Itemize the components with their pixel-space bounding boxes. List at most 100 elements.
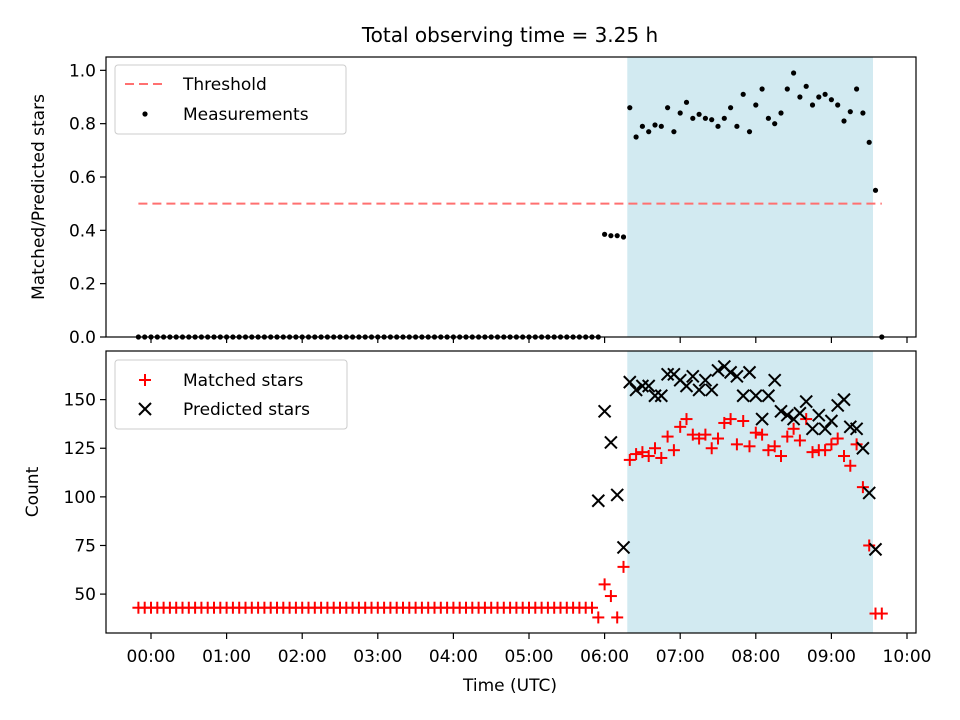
measurement-point <box>847 109 853 115</box>
measurement-point <box>746 129 753 135</box>
predicted-marker-b <box>654 389 669 403</box>
matched-star-point <box>712 432 724 445</box>
predicted-star-point <box>742 365 757 380</box>
predicted-marker-b <box>597 404 612 418</box>
measurement-point <box>602 231 608 237</box>
matched-star-point <box>743 440 756 453</box>
ratio-panel: 0.0 0.2 0.4 0.6 0.8 1.0 Matched/Predicted sta… <box>29 56 917 348</box>
matched-star-point <box>661 430 674 443</box>
matched-star-point <box>718 416 731 429</box>
matched-star-point <box>598 578 611 591</box>
predicted-star-point <box>856 441 870 455</box>
ratio-panel-frame <box>105 56 917 338</box>
y-tick-label: 0.0 <box>69 328 96 348</box>
predicted-marker-b <box>843 420 858 434</box>
measurement-point <box>620 234 627 240</box>
measurement-point <box>816 94 822 100</box>
matched-star-point <box>586 601 598 614</box>
matched-star-point <box>756 428 769 441</box>
legend-predicted-label: Predicted stars <box>183 400 310 420</box>
predicted-marker-b <box>641 379 656 393</box>
measurement-point <box>728 105 734 111</box>
measurement-point <box>854 86 860 92</box>
predicted-marker-b <box>667 367 681 382</box>
count-panel-frame <box>105 350 917 634</box>
matched-star-point <box>611 611 624 624</box>
predicted-star-point <box>868 542 883 557</box>
predicted-star-point <box>805 422 820 436</box>
predicted-star-point <box>686 369 700 383</box>
measurement-point <box>696 111 702 117</box>
matched-star-point <box>604 590 617 603</box>
matched-star-point <box>793 434 806 447</box>
x-tick-label: 00:00 <box>127 647 176 667</box>
measurement-point <box>671 129 677 135</box>
predicted-marker-b <box>635 379 650 393</box>
measurement-point <box>828 97 835 103</box>
matched-star-point <box>655 451 668 464</box>
predicted-star-point <box>761 389 776 403</box>
legend-predicted-swatch <box>138 402 152 416</box>
ratio-y-axis: 0.0 0.2 0.4 0.6 0.8 1.0 <box>69 61 106 348</box>
matched-star-point <box>875 607 888 620</box>
ratio-x-ticks <box>150 337 908 343</box>
matched-star-point <box>680 413 693 426</box>
predicted-star-point <box>755 412 769 426</box>
legend-measurements-label: Measurements <box>183 105 309 125</box>
measurement-point <box>835 102 841 108</box>
predicted-marker-b <box>704 383 719 397</box>
predicted-marker-b <box>679 379 694 393</box>
legend-box <box>114 64 347 135</box>
matched-star-point <box>699 428 712 441</box>
y-tick-label: 150 <box>64 391 96 411</box>
predicted-marker-b <box>604 435 618 450</box>
predicted-star-point <box>849 422 864 436</box>
ratio-legend: Threshold Measurements <box>114 64 347 135</box>
predicted-star-point <box>604 435 618 450</box>
x-tick-label: 02:00 <box>278 647 327 667</box>
measurement-point <box>740 91 746 97</box>
y-tick-label: 50 <box>74 585 96 605</box>
predicted-marker-b <box>610 488 624 502</box>
predicted-marker-b <box>686 369 700 383</box>
predicted-marker-b <box>749 389 763 403</box>
predicted-marker-b <box>818 422 832 436</box>
measurement-point <box>715 123 721 129</box>
predicted-marker-b <box>793 406 807 420</box>
x-tick-label: 10:00 <box>883 647 932 667</box>
matched-star-point <box>768 440 781 453</box>
measurement-point <box>759 86 765 92</box>
x-tick-label: 04:00 <box>429 647 478 667</box>
predicted-marker-b <box>623 375 637 389</box>
x-tick-label: 08:00 <box>731 647 780 667</box>
matched-star-point <box>863 539 876 552</box>
matched-star-point <box>800 413 813 426</box>
predicted-star-point <box>799 394 813 409</box>
measurement-point <box>690 115 696 121</box>
measurement-point <box>822 91 828 97</box>
measurement-point <box>721 115 727 121</box>
matched-star-point <box>831 432 844 445</box>
predicted-star-point <box>698 373 713 387</box>
matched-star-point <box>850 438 863 451</box>
matched-star-point <box>674 420 687 433</box>
predicted-star-point <box>679 379 694 393</box>
measurement-point <box>658 123 664 129</box>
predicted-star-point <box>610 488 624 502</box>
x-tick-label: 05:00 <box>505 647 554 667</box>
count-legend: Matched stars Predicted stars <box>114 359 348 430</box>
matched-star-point <box>617 560 630 573</box>
observing-window-shade <box>627 351 873 633</box>
x-tick-label: 03:00 <box>353 647 402 667</box>
predicted-star-point <box>660 367 675 382</box>
y-tick-label: 125 <box>64 439 96 459</box>
measurement-point <box>860 110 866 116</box>
predicted-marker-b <box>648 389 662 403</box>
measurement-point <box>841 118 847 124</box>
measurement-point <box>753 102 759 108</box>
predicted-marker-b <box>736 389 750 403</box>
predicted-star-point <box>736 389 750 403</box>
matched-star-point <box>737 415 750 428</box>
